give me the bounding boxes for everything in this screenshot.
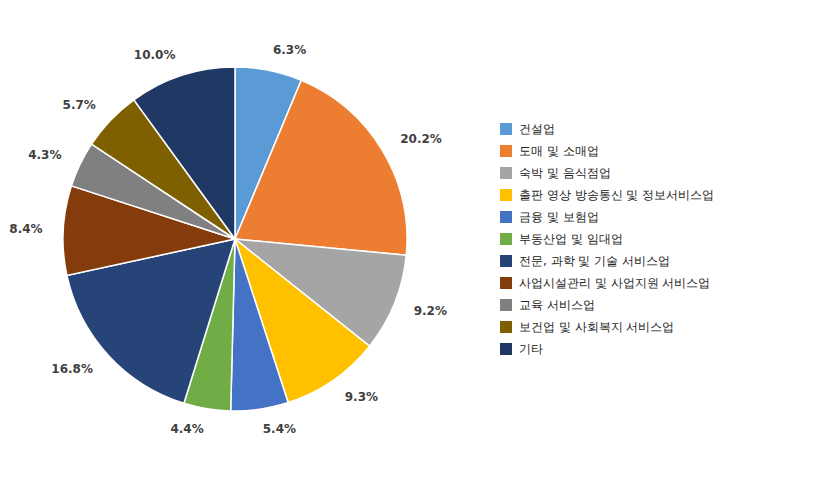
data-label: 4.4%: [170, 422, 203, 436]
legend-label: 건설업: [519, 122, 555, 136]
data-label: 8.4%: [9, 222, 42, 236]
legend-label: 금융 및 보험업: [519, 210, 599, 224]
legend-swatch: [500, 233, 512, 245]
data-label: 4.3%: [28, 148, 61, 162]
legend-label: 도매 및 소매업: [519, 144, 599, 158]
legend-label: 출판 영상 방송통신 및 정보서비스업: [519, 188, 714, 202]
legend: 건설업도매 및 소매업숙박 및 음식점업출판 영상 방송통신 및 정보서비스업금…: [500, 122, 714, 356]
pie: [63, 67, 407, 411]
legend-swatch: [500, 321, 512, 333]
data-label: 20.2%: [400, 132, 442, 146]
legend-swatch: [500, 167, 512, 179]
data-label: 16.8%: [51, 362, 93, 376]
data-label: 6.3%: [273, 43, 306, 57]
pie-slice: [134, 67, 235, 239]
data-label: 10.0%: [134, 48, 176, 62]
data-label: 5.7%: [63, 98, 96, 112]
pie-slice: [231, 239, 288, 411]
legend-label: 숙박 및 음식점업: [519, 166, 611, 180]
legend-label: 전문, 과학 및 기술 서비스업: [519, 254, 670, 268]
legend-label: 사업시설관리 및 사업지원 서비스업: [519, 276, 710, 290]
data-label: 9.3%: [345, 390, 378, 404]
legend-label: 교육 서비스업: [519, 298, 595, 312]
legend-swatch: [500, 343, 512, 355]
legend-label: 기타: [519, 342, 543, 356]
data-labels: 6.3% 20.2% 9.2% 9.3% 5.4% 4.4% 16.8% 8.4% 4.3% 5.…: [9, 43, 447, 437]
legend-swatch: [500, 255, 512, 267]
legend-swatch: [500, 123, 512, 135]
legend-swatch: [500, 211, 512, 223]
pie-slice: [235, 80, 407, 255]
legend-swatch: [500, 189, 512, 201]
chart-container: 6.3% 20.2% 9.2% 9.3% 5.4% 4.4% 16.8% 8.4% 4.3% 5.…: [0, 0, 833, 478]
data-label: 5.4%: [263, 422, 296, 436]
data-label: 9.2%: [414, 304, 447, 318]
legend-label: 보건업 및 사회복지 서비스업: [519, 320, 674, 334]
legend-swatch: [500, 277, 512, 289]
chart-svg: 6.3% 20.2% 9.2% 9.3% 5.4% 4.4% 16.8% 8.4% 4.3% 5.…: [0, 0, 833, 478]
legend-swatch: [500, 145, 512, 157]
legend-swatch: [500, 299, 512, 311]
legend-label: 부동산업 및 임대업: [519, 232, 623, 246]
